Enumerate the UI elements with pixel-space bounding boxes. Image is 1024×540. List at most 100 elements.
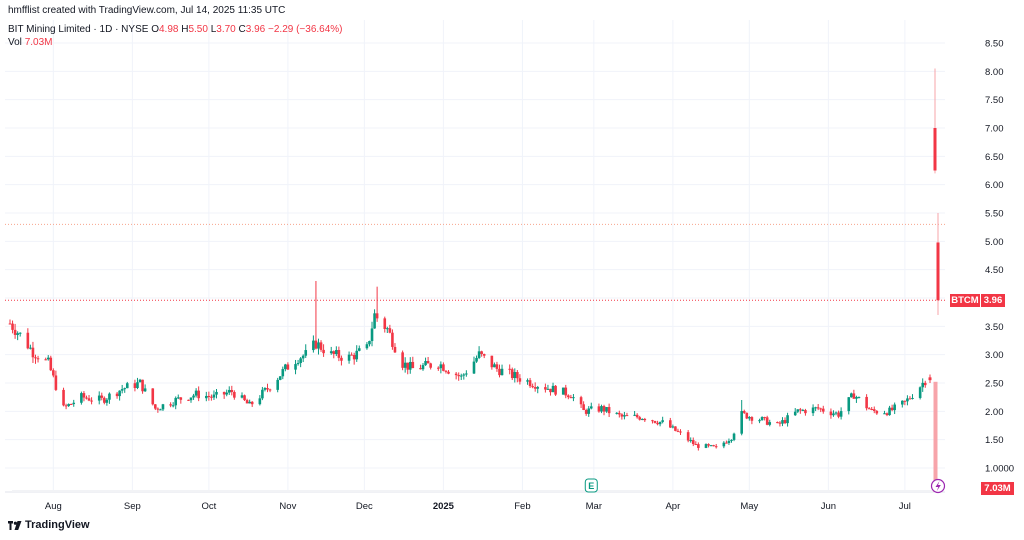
candle-body (867, 408, 871, 410)
candle-body (245, 400, 249, 404)
candle-body (355, 350, 359, 360)
candle-body (230, 389, 234, 393)
candle-body (635, 414, 639, 418)
candle-body (829, 411, 833, 416)
candle-body (215, 391, 218, 395)
candle-body (855, 397, 858, 399)
candle-body (679, 431, 682, 433)
candle-body (429, 363, 432, 368)
candle-body (365, 344, 369, 349)
tradingview-brand[interactable]: TradingView (8, 519, 90, 531)
candle-body (671, 426, 675, 428)
open-value: 4.98 (158, 24, 179, 35)
candle-body (370, 328, 374, 342)
x-tick-label: Dec (356, 501, 373, 512)
candle-body (890, 407, 894, 411)
candle-body (567, 395, 570, 398)
candle-body (549, 388, 552, 393)
candle-body (322, 349, 325, 354)
candle-body (222, 391, 226, 395)
candle-body (276, 379, 279, 390)
candle-body (928, 377, 932, 381)
candle-body (875, 410, 879, 414)
x-tick-label: Nov (279, 501, 296, 512)
candle-body (194, 390, 198, 396)
candle-body (804, 410, 807, 414)
candle-body (90, 400, 93, 402)
candle-body (171, 405, 175, 407)
candle-body (870, 409, 874, 411)
y-tick-label: 7.50 (985, 95, 1004, 106)
candle-body (11, 323, 14, 330)
candle-body (373, 313, 376, 329)
candle-body (615, 412, 619, 414)
y-tick-label: 2.50 (985, 379, 1004, 390)
candle-body (508, 368, 511, 370)
x-tick-label: Jul (899, 501, 911, 512)
candle-body (174, 397, 178, 406)
candle-body (482, 354, 486, 356)
candle-body (623, 415, 626, 417)
candle-body (933, 128, 937, 171)
y-tick-label: 2.00 (985, 407, 1004, 418)
candle-body (799, 409, 802, 411)
candle-body (605, 407, 608, 412)
candle-body (911, 397, 914, 399)
candle-body (286, 364, 290, 370)
y-tick-label: 3.50 (985, 322, 1004, 333)
candle-body (329, 351, 333, 354)
candle-body (638, 417, 642, 420)
candle-body (765, 417, 769, 425)
candle-body (653, 421, 657, 423)
candle-body (745, 412, 749, 419)
y-tick-label: 6.00 (985, 180, 1004, 191)
candle-body (656, 422, 659, 425)
price-value-label: 3.96 (981, 294, 1005, 307)
candle-body (674, 426, 677, 431)
y-tick-label: 6.50 (985, 152, 1004, 163)
tradingview-logo-icon (8, 520, 22, 530)
candle-body (391, 332, 394, 347)
candle-body (768, 422, 772, 425)
candle-body (551, 385, 555, 393)
candle-body (839, 411, 843, 417)
candle-body (301, 355, 305, 359)
candle-body (587, 408, 591, 414)
candle-body (633, 414, 636, 416)
candle-body (528, 380, 532, 387)
candle-body (403, 362, 407, 368)
candle-body (176, 397, 180, 399)
candle-body (872, 409, 876, 411)
candle-body (561, 387, 565, 395)
candle-body (263, 388, 267, 390)
candle-body (64, 405, 68, 407)
candle-body (18, 332, 22, 334)
candle-body (169, 404, 172, 406)
candle-body (832, 413, 835, 416)
candle-body (459, 375, 463, 377)
candle-body (480, 351, 483, 355)
candle-body (312, 340, 315, 351)
candle-body (304, 350, 308, 356)
candle-body (763, 417, 766, 419)
candle-body (357, 348, 361, 351)
candle-body (207, 395, 211, 397)
candle-body (923, 382, 927, 386)
change-value: −2.29 (−36.64%) (268, 24, 343, 35)
candle-body (658, 421, 662, 425)
candle-body (865, 396, 868, 409)
candle-body (554, 385, 557, 395)
candle-body (498, 368, 501, 376)
candle-body (296, 363, 300, 365)
candle-body (154, 404, 157, 409)
candle-body (133, 383, 137, 389)
candle-body (243, 395, 246, 401)
candle-body (740, 411, 743, 434)
candle-body (834, 412, 838, 414)
candle-body (732, 433, 736, 440)
candle-body (640, 418, 644, 420)
candle-body (233, 392, 236, 398)
candle-body (335, 350, 338, 355)
candle-body (67, 403, 70, 407)
